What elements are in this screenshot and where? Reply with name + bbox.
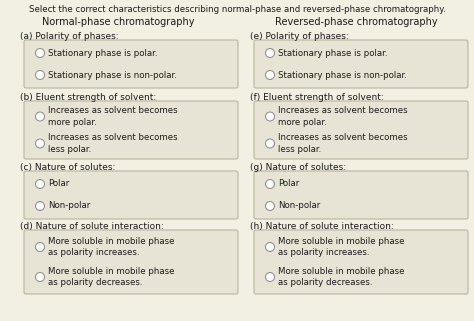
Circle shape <box>36 71 45 80</box>
Text: (d) Nature of solute interaction:: (d) Nature of solute interaction: <box>20 222 164 231</box>
FancyBboxPatch shape <box>24 101 238 159</box>
FancyBboxPatch shape <box>24 171 238 219</box>
Text: (e) Polarity of phases:: (e) Polarity of phases: <box>250 32 349 41</box>
Circle shape <box>265 139 274 148</box>
Circle shape <box>265 273 274 282</box>
Text: (c) Nature of solutes:: (c) Nature of solutes: <box>20 163 115 172</box>
Text: Increases as solvent becomes
less polar.: Increases as solvent becomes less polar. <box>279 134 408 153</box>
Text: (h) Nature of solute interaction:: (h) Nature of solute interaction: <box>250 222 394 231</box>
Circle shape <box>36 48 45 57</box>
Text: Stationary phase is non-polar.: Stationary phase is non-polar. <box>279 71 407 80</box>
FancyBboxPatch shape <box>24 40 238 88</box>
Text: Stationary phase is non-polar.: Stationary phase is non-polar. <box>48 71 177 80</box>
Circle shape <box>36 139 45 148</box>
Text: More soluble in mobile phase
as polarity increases.: More soluble in mobile phase as polarity… <box>279 237 405 257</box>
Text: Polar: Polar <box>48 179 70 188</box>
Text: Polar: Polar <box>279 179 300 188</box>
Text: (f) Eluent strength of solvent:: (f) Eluent strength of solvent: <box>250 93 384 102</box>
Text: (g) Nature of solutes:: (g) Nature of solutes: <box>250 163 346 172</box>
Text: Increases as solvent becomes
more polar.: Increases as solvent becomes more polar. <box>279 107 408 126</box>
FancyBboxPatch shape <box>254 40 468 88</box>
Circle shape <box>265 242 274 251</box>
Text: (b) Eluent strength of solvent:: (b) Eluent strength of solvent: <box>20 93 156 102</box>
Text: More soluble in mobile phase
as polarity increases.: More soluble in mobile phase as polarity… <box>48 237 175 257</box>
Circle shape <box>36 179 45 188</box>
Text: Stationary phase is polar.: Stationary phase is polar. <box>279 48 388 57</box>
Text: Select the correct characteristics describing normal-phase and reversed-phase ch: Select the correct characteristics descr… <box>28 5 446 14</box>
Text: Non-polar: Non-polar <box>279 202 321 211</box>
Circle shape <box>36 112 45 121</box>
Circle shape <box>36 273 45 282</box>
Text: More soluble in mobile phase
as polarity decreases.: More soluble in mobile phase as polarity… <box>48 267 175 287</box>
Text: Stationary phase is polar.: Stationary phase is polar. <box>48 48 158 57</box>
Text: Normal-phase chromatography: Normal-phase chromatography <box>42 17 194 27</box>
Circle shape <box>265 112 274 121</box>
Circle shape <box>265 179 274 188</box>
Circle shape <box>265 71 274 80</box>
Text: Non-polar: Non-polar <box>48 202 91 211</box>
Text: Reversed-phase chromatography: Reversed-phase chromatography <box>275 17 438 27</box>
Text: More soluble in mobile phase
as polarity decreases.: More soluble in mobile phase as polarity… <box>279 267 405 287</box>
Circle shape <box>36 202 45 211</box>
Circle shape <box>265 48 274 57</box>
FancyBboxPatch shape <box>254 230 468 294</box>
FancyBboxPatch shape <box>254 171 468 219</box>
Text: (a) Polarity of phases:: (a) Polarity of phases: <box>20 32 118 41</box>
FancyBboxPatch shape <box>24 230 238 294</box>
Text: Increases as solvent becomes
less polar.: Increases as solvent becomes less polar. <box>48 134 178 153</box>
FancyBboxPatch shape <box>254 101 468 159</box>
Circle shape <box>36 242 45 251</box>
Circle shape <box>265 202 274 211</box>
Text: Increases as solvent becomes
more polar.: Increases as solvent becomes more polar. <box>48 107 178 126</box>
